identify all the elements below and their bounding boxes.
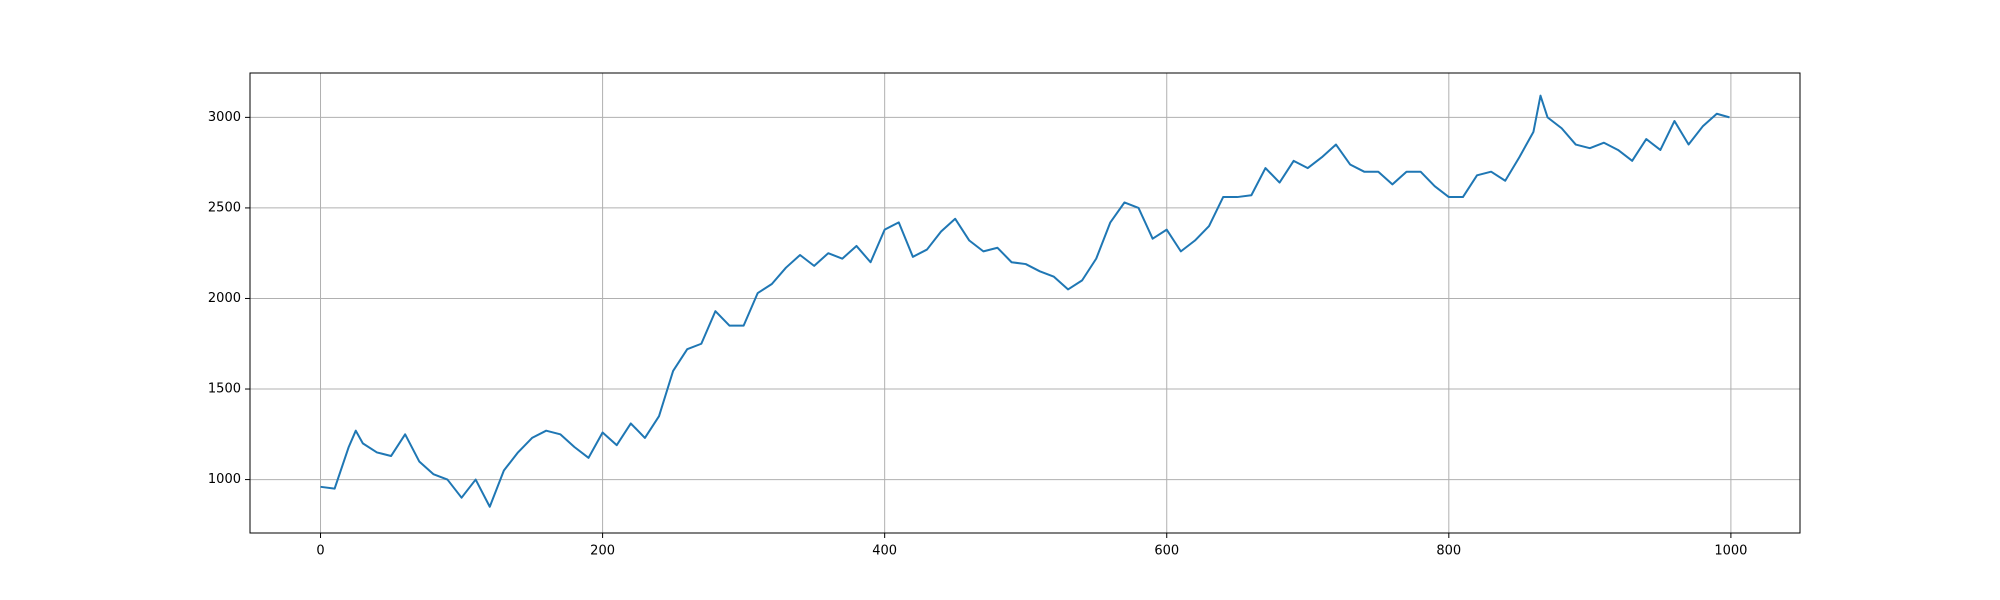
x-tick-label: 0 [316, 544, 324, 559]
y-tick-label: 1000 [208, 472, 241, 487]
y-tick-label: 2000 [208, 291, 241, 306]
x-tick-label: 400 [872, 544, 897, 559]
y-tick-label: 3000 [208, 110, 241, 125]
x-tick-label: 200 [590, 544, 615, 559]
data-line [320, 94, 1730, 508]
x-tick-label: 800 [1436, 544, 1461, 559]
plot-frame [249, 72, 1801, 534]
y-tick-label: 1500 [208, 382, 241, 397]
x-tick-label: 1000 [1714, 544, 1747, 559]
x-tick-label: 600 [1154, 544, 1179, 559]
y-tick-label: 2500 [208, 200, 241, 215]
